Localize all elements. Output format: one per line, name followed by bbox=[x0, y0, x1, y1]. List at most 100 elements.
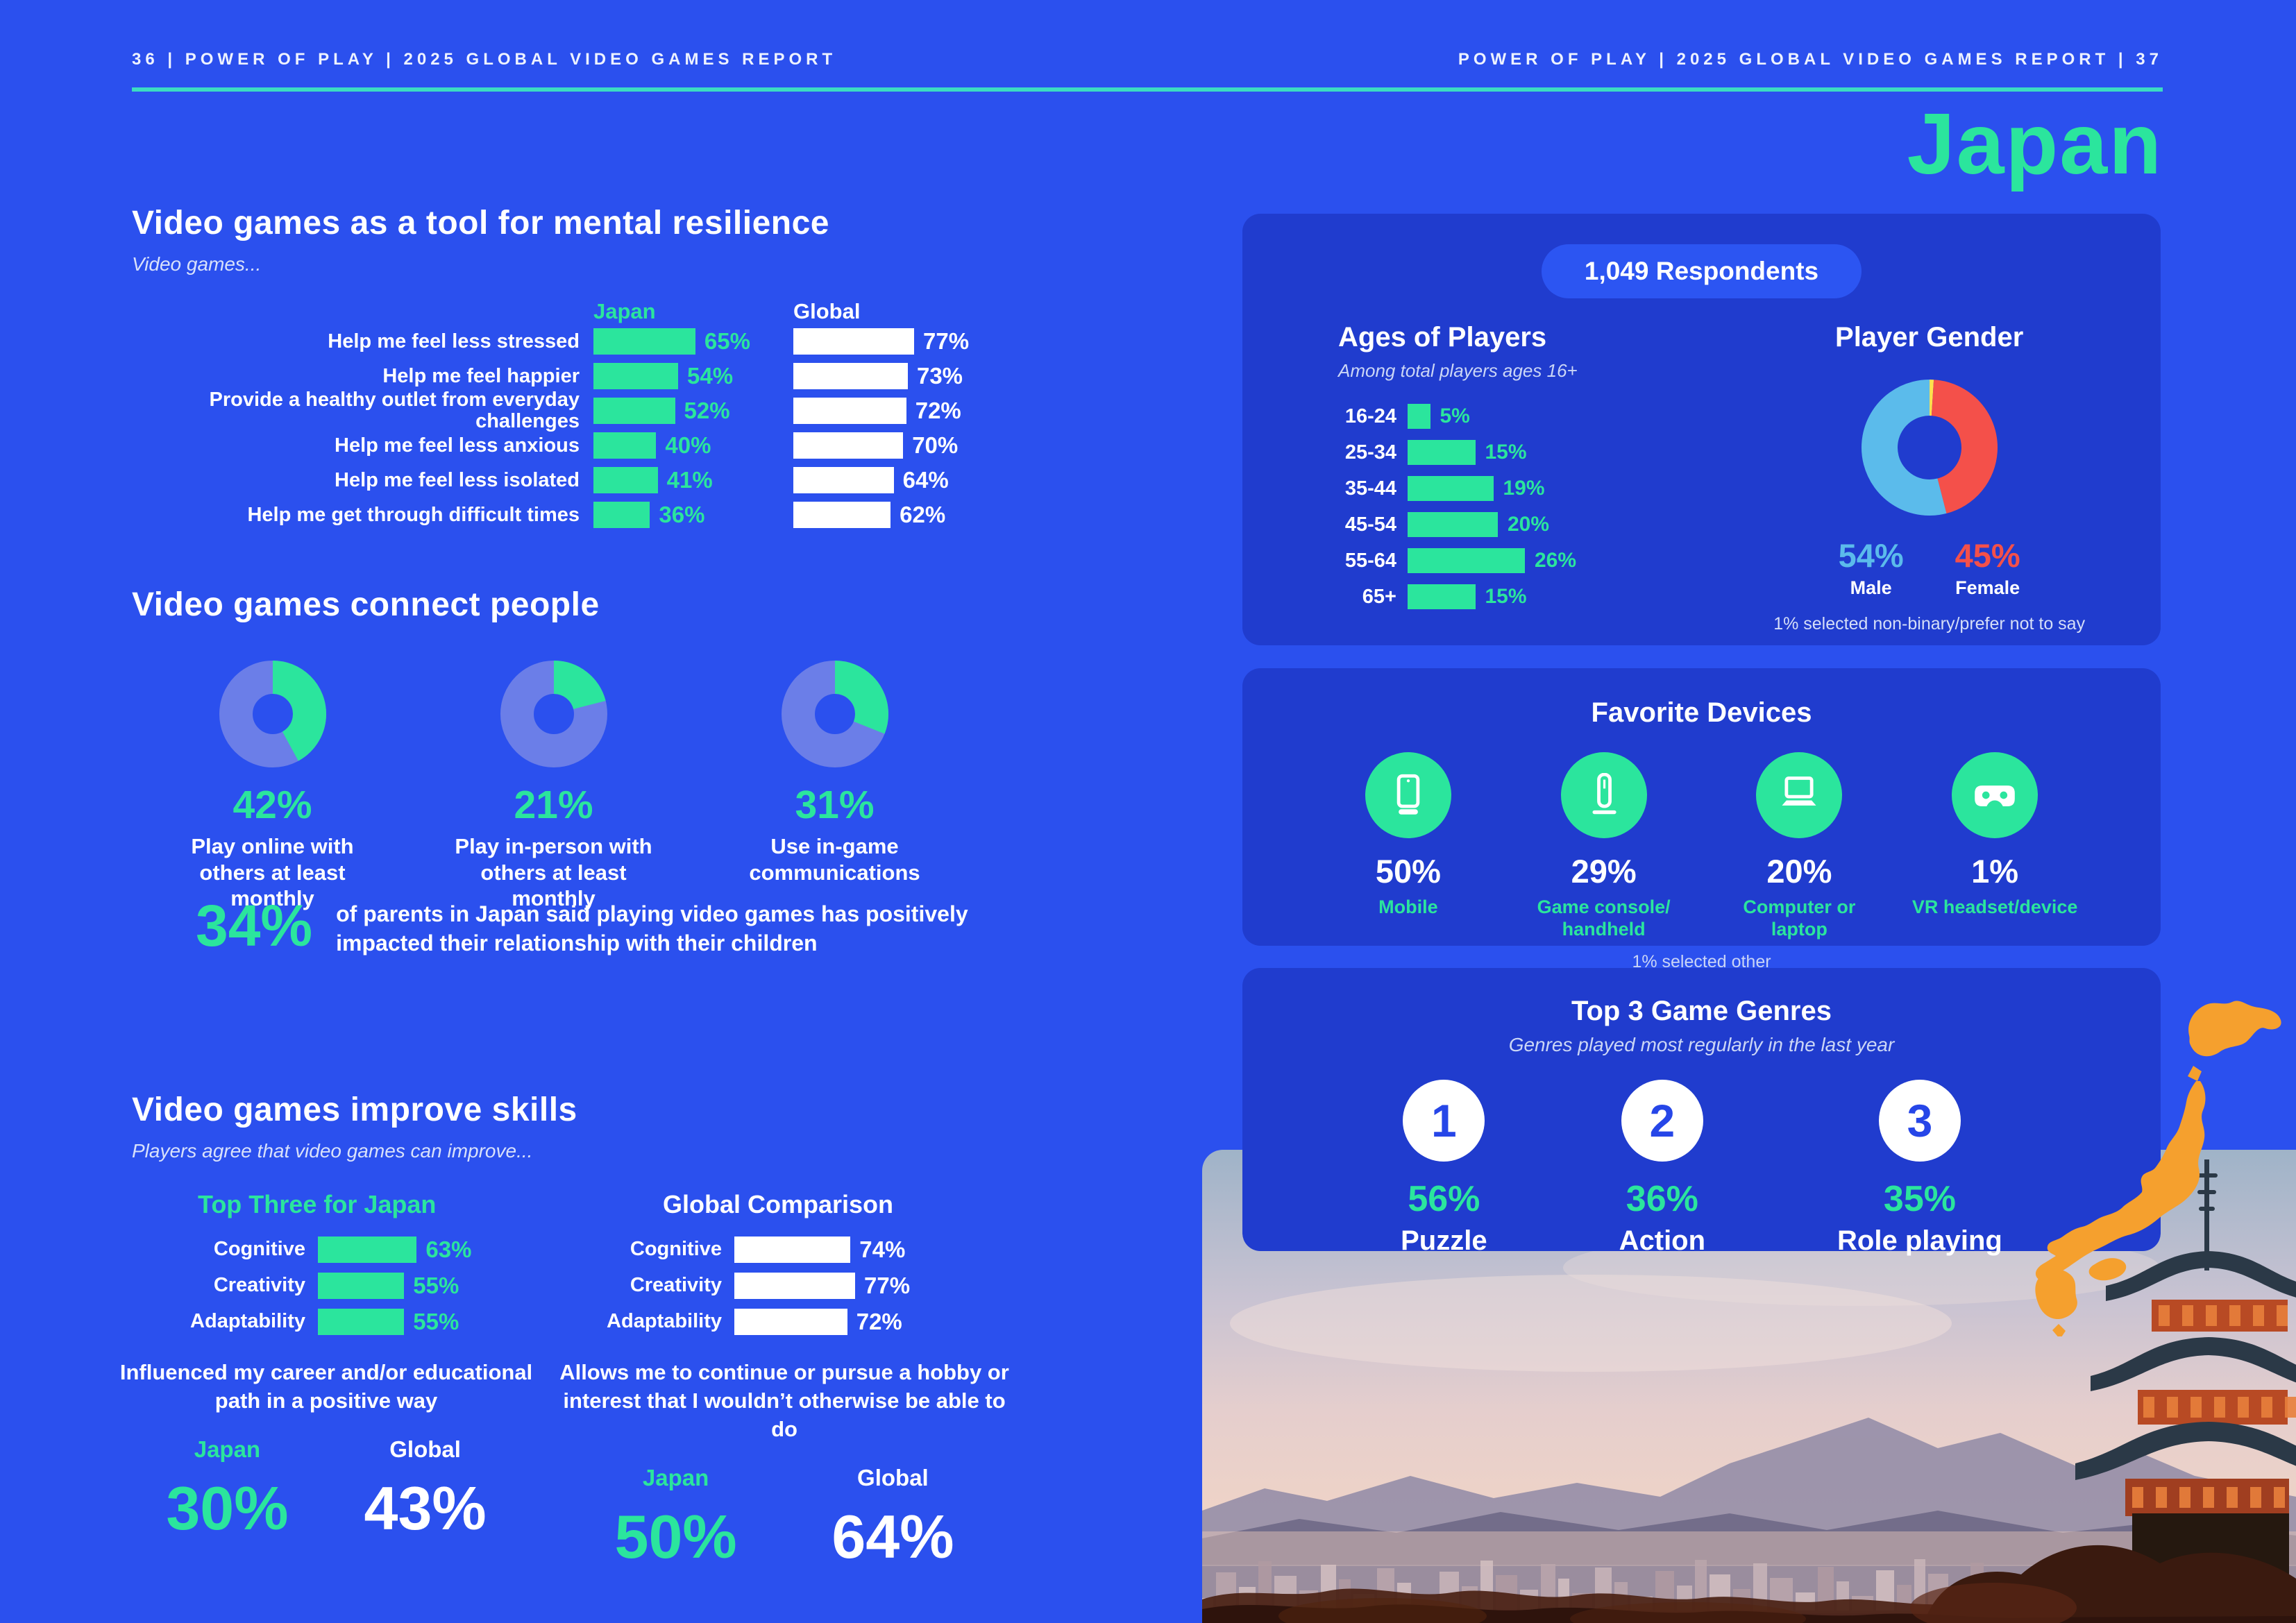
connect-donut-block: 42% Play online with others at least mont… bbox=[132, 654, 413, 912]
age-value: 20% bbox=[1508, 513, 1550, 536]
japan-bar-zone: 41% bbox=[593, 466, 793, 493]
career-stat-heading: Influenced my career and/or educational … bbox=[119, 1360, 533, 1413]
console-icon bbox=[1592, 773, 1617, 815]
age-range-label: 35-44 bbox=[1344, 477, 1396, 500]
skill-value: 63% bbox=[425, 1236, 472, 1262]
table-row: 35-44 19% bbox=[1315, 470, 1739, 507]
respondents-count-pill: 1,049 Respondents bbox=[1541, 244, 1862, 298]
skill-row-label: Adaptability bbox=[190, 1310, 305, 1333]
career-japan-value: 30% bbox=[166, 1473, 289, 1543]
skill-row-label: Cognitive bbox=[213, 1238, 305, 1261]
global-bar-zone: 72% bbox=[793, 397, 961, 424]
global-bar bbox=[793, 466, 894, 493]
hobby-global-value: 64% bbox=[832, 1502, 954, 1571]
table-row: Cognitive 74% bbox=[593, 1232, 910, 1268]
device-icon-circle bbox=[1365, 752, 1451, 838]
table-row: Creativity 77% bbox=[593, 1268, 910, 1304]
age-bar bbox=[1408, 512, 1498, 537]
resilience-row-label: Help me get through difficult times bbox=[247, 503, 580, 526]
global-value: 72% bbox=[915, 397, 961, 423]
genre-label: Action bbox=[1619, 1225, 1706, 1256]
table-row: 16-24 5% bbox=[1315, 398, 1739, 434]
male-label: Male bbox=[1850, 577, 1892, 598]
age-bar bbox=[1408, 584, 1476, 609]
device-stat: 20% Computer or laptop bbox=[1702, 752, 1898, 941]
skills-global-bar-chart: Cognitive 74% Creativity 77% Adaptability 72% bbox=[593, 1232, 910, 1340]
page-title-country: Japan bbox=[1907, 96, 2163, 192]
table-row: Help me get through difficult times 36% 62… bbox=[132, 498, 1027, 532]
global-bar bbox=[793, 397, 906, 424]
age-range-label: 25-34 bbox=[1344, 441, 1396, 464]
japan-bar bbox=[593, 397, 675, 424]
resilience-subtitle: Video games... bbox=[132, 253, 262, 275]
header-divider-rule bbox=[132, 87, 2163, 92]
resilience-row-label: Help me feel less isolated bbox=[335, 468, 580, 491]
mobile-icon bbox=[1396, 774, 1420, 815]
photo-scene bbox=[1202, 1150, 2296, 1623]
connect-donut-percentage: 42% bbox=[233, 782, 312, 827]
genre-percentage: 36% bbox=[1626, 1179, 1698, 1219]
genre-rank-item: 1 56% Puzzle bbox=[1401, 1080, 1487, 1257]
genre-rank-item: 2 36% Action bbox=[1619, 1080, 1705, 1257]
japan-value: 65% bbox=[704, 328, 750, 354]
connect-donut-caption: Play online with others at least monthly bbox=[191, 833, 354, 911]
global-bar-zone: 62% bbox=[793, 501, 946, 528]
skill-value: 74% bbox=[859, 1236, 906, 1262]
global-bar-zone: 70% bbox=[793, 432, 958, 459]
global-value: 77% bbox=[923, 328, 970, 354]
parents-stat-text: of parents in Japan said playing video g… bbox=[336, 901, 968, 956]
age-value: 15% bbox=[1485, 441, 1527, 464]
vr-icon bbox=[1975, 785, 2015, 806]
connect-donut-block: 31% Use in-game communications bbox=[694, 654, 975, 912]
table-row: Help me feel less stressed 65% 77% bbox=[132, 324, 1027, 359]
device-label: Mobile bbox=[1378, 897, 1438, 917]
device-stat: 50% Mobile bbox=[1310, 752, 1506, 941]
resilience-title: Video games as a tool for mental resilie… bbox=[132, 205, 829, 241]
rank-number-badge: 3 bbox=[1878, 1080, 1961, 1162]
japan-bar bbox=[593, 466, 658, 493]
device-stat: 1% VR headset/device bbox=[1897, 752, 2093, 941]
japan-bar-zone: 52% bbox=[593, 397, 793, 424]
section-connect-people: Video games connect people 42% Play onlin… bbox=[132, 586, 1027, 912]
genre-rank-item: 3 35% Role playing bbox=[1837, 1080, 2002, 1257]
skills-japan-bar-chart: Cognitive 63% Creativity 55% Adaptability 55% bbox=[132, 1232, 562, 1340]
genres-subtitle: Genres played most regularly in the last… bbox=[1508, 1034, 1895, 1055]
skill-value: 55% bbox=[413, 1272, 459, 1298]
age-bar bbox=[1408, 476, 1494, 501]
age-value: 5% bbox=[1440, 405, 1470, 427]
skill-row-label: Creativity bbox=[213, 1274, 305, 1297]
genre-label: Puzzle bbox=[1401, 1225, 1487, 1256]
table-row: Help me feel less isolated 41% 64% bbox=[132, 463, 1027, 498]
table-row: 65+ 15% bbox=[1315, 579, 1739, 615]
resilience-row-label: Provide a healthy outlet from everyday c… bbox=[209, 389, 580, 432]
age-value: 26% bbox=[1535, 549, 1577, 572]
connect-donut-caption: Use in-game communications bbox=[749, 833, 920, 885]
player-gender-block: Player Gender 54% Male 45% Female 1% sel… bbox=[1739, 322, 2119, 634]
device-percentage: 20% bbox=[1766, 853, 1832, 890]
device-label: Computer or laptop bbox=[1743, 897, 1856, 940]
global-bar bbox=[793, 328, 915, 355]
age-range-label: 16-24 bbox=[1344, 405, 1396, 427]
hobby-stat-heading: Allows me to continue or pursue a hobby … bbox=[559, 1360, 1009, 1441]
table-row: 45-54 20% bbox=[1315, 507, 1739, 543]
device-label: VR headset/device bbox=[1911, 897, 2078, 917]
global-bar bbox=[793, 362, 908, 389]
skill-value: 72% bbox=[856, 1308, 902, 1334]
connect-title: Video games connect people bbox=[132, 586, 600, 623]
connect-donut-percentage: 21% bbox=[514, 782, 593, 827]
japan-bar-zone: 40% bbox=[593, 432, 793, 459]
panel-top-genres: Top 3 Game Genres Genres played most reg… bbox=[1242, 968, 2161, 1256]
table-row: Provide a healthy outlet from everyday c… bbox=[132, 389, 1027, 432]
hobby-stat-group: Allows me to continue or pursue a hobby … bbox=[548, 1359, 1020, 1567]
age-bar bbox=[1408, 548, 1525, 573]
global-value: 73% bbox=[916, 362, 963, 389]
female-label: Female bbox=[1955, 577, 2020, 598]
career-global-value: 43% bbox=[364, 1473, 487, 1543]
genres-title: Top 3 Game Genres bbox=[1571, 996, 1832, 1026]
device-icon-circle bbox=[1756, 752, 1843, 838]
skill-bar bbox=[318, 1272, 405, 1299]
device-percentage: 1% bbox=[1971, 853, 2019, 890]
global-value: 62% bbox=[900, 501, 946, 527]
japan-value: 40% bbox=[665, 432, 711, 458]
column-header-global: Global bbox=[793, 298, 861, 323]
